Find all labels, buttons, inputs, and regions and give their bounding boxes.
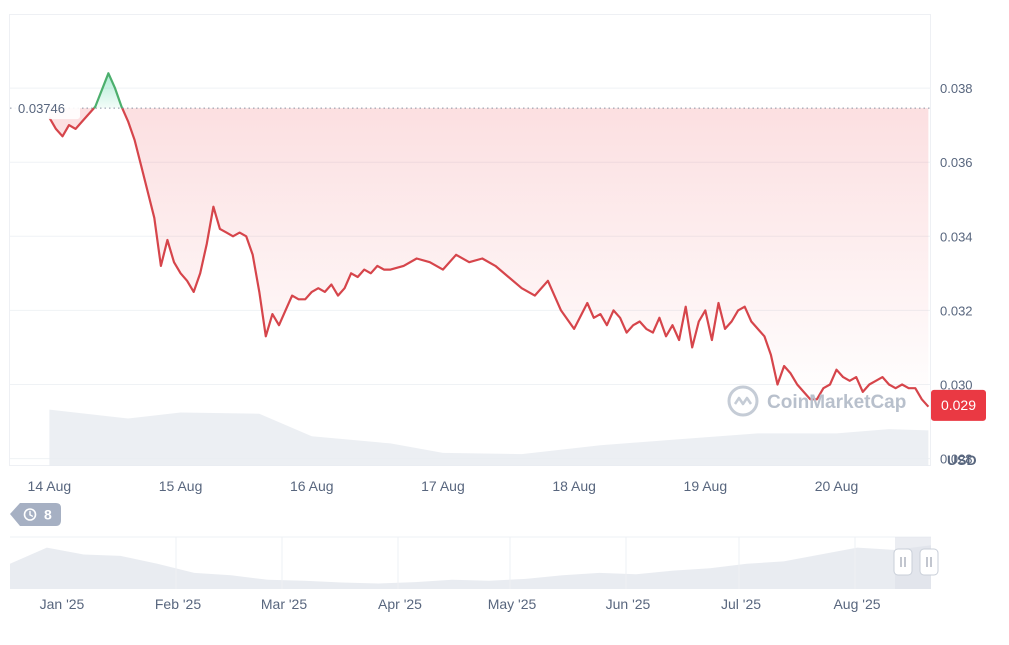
watermark: CoinMarketCap: [727, 385, 906, 417]
y-tick-label: 0.036: [940, 155, 973, 170]
volume-shape: [49, 409, 929, 466]
events-count: 8: [44, 507, 52, 523]
navigator-month-label: Jun '25: [606, 596, 651, 612]
x-tick-label: 17 Aug: [421, 478, 465, 494]
price-area-up: [93, 73, 123, 109]
navigator-month-label: Jan '25: [40, 596, 85, 612]
currency-label: USD: [947, 452, 977, 468]
price-area: [49, 108, 929, 407]
y-axis: 0.038 0.036 0.034 0.032 0.030 0.028: [940, 81, 973, 466]
x-tick-label: 14 Aug: [28, 478, 72, 494]
x-tick-label: 20 Aug: [815, 478, 859, 494]
watermark-text: CoinMarketCap: [767, 392, 906, 413]
price-area-fill: [49, 108, 929, 407]
price-line-down: [48, 107, 95, 138]
y-tick-label: 0.034: [940, 229, 973, 244]
current-price-label: 0.029: [941, 397, 976, 413]
history-icon: [23, 508, 37, 521]
volume-area: [49, 409, 929, 466]
navigator-month-label: Aug '25: [833, 596, 880, 612]
reference-label-bg: [14, 97, 80, 120]
navigator-month-label: Feb '25: [155, 596, 201, 612]
reference-price-label: 0.03746: [18, 101, 65, 116]
events-badge[interactable]: 8: [10, 503, 61, 526]
x-tick-label: 18 Aug: [552, 478, 596, 494]
navigator-month-label: Jul '25: [721, 596, 761, 612]
reference-line: 0.03746: [10, 97, 931, 120]
navigator-month-label: Mar '25: [261, 596, 307, 612]
y-tick-label: 0.028: [940, 452, 973, 467]
range-handle-right[interactable]: [919, 548, 939, 576]
x-tick-label: 16 Aug: [290, 478, 334, 494]
x-axis: 14 Aug 15 Aug 16 Aug 17 Aug 18 Aug 19 Aug 20 A…: [28, 478, 859, 494]
price-line-up: [93, 72, 124, 109]
range-handle-left[interactable]: [893, 548, 913, 576]
x-tick-label: 19 Aug: [684, 478, 728, 494]
navigator-handles[interactable]: [893, 537, 939, 589]
price-line: [48, 72, 930, 408]
price-line-down: [121, 107, 930, 408]
y-tick-label: 0.038: [940, 81, 973, 96]
y-tick-label: 0.030: [940, 377, 973, 392]
range-navigator[interactable]: Jan '25 Feb '25 Mar '25 Apr '25 May '25 Jun '…: [10, 536, 931, 612]
navigator-area: [10, 545, 931, 589]
coinmarketcap-logo-icon: [727, 385, 759, 417]
x-tick-label: 15 Aug: [159, 478, 203, 494]
y-tick-label: 0.032: [940, 303, 973, 318]
navigator-month-label: Apr '25: [378, 596, 422, 612]
navigator-month-label: May '25: [488, 596, 537, 612]
current-price-tag: 0.029: [931, 389, 986, 421]
